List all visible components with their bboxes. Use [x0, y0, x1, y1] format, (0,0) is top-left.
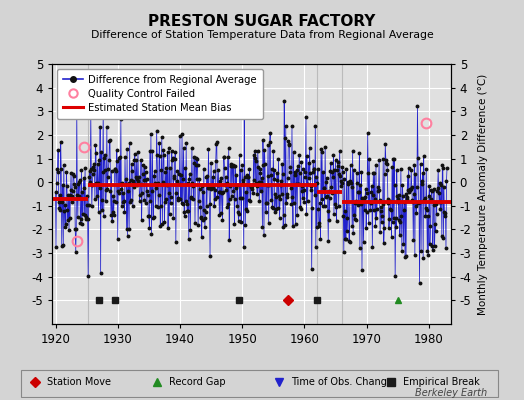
Legend: Difference from Regional Average, Quality Control Failed, Estimated Station Mean: Difference from Regional Average, Qualit…: [58, 69, 263, 119]
Text: Berkeley Earth: Berkeley Earth: [415, 388, 487, 398]
Text: Time of Obs. Change: Time of Obs. Change: [291, 378, 393, 387]
Y-axis label: Monthly Temperature Anomaly Difference (°C): Monthly Temperature Anomaly Difference (…: [478, 73, 488, 315]
Text: PRESTON SUGAR FACTORY: PRESTON SUGAR FACTORY: [148, 14, 376, 29]
Text: Empirical Break: Empirical Break: [403, 378, 480, 387]
FancyBboxPatch shape: [20, 370, 498, 396]
Text: Difference of Station Temperature Data from Regional Average: Difference of Station Temperature Data f…: [91, 30, 433, 40]
Text: Station Move: Station Move: [47, 378, 112, 387]
Text: Record Gap: Record Gap: [169, 378, 226, 387]
